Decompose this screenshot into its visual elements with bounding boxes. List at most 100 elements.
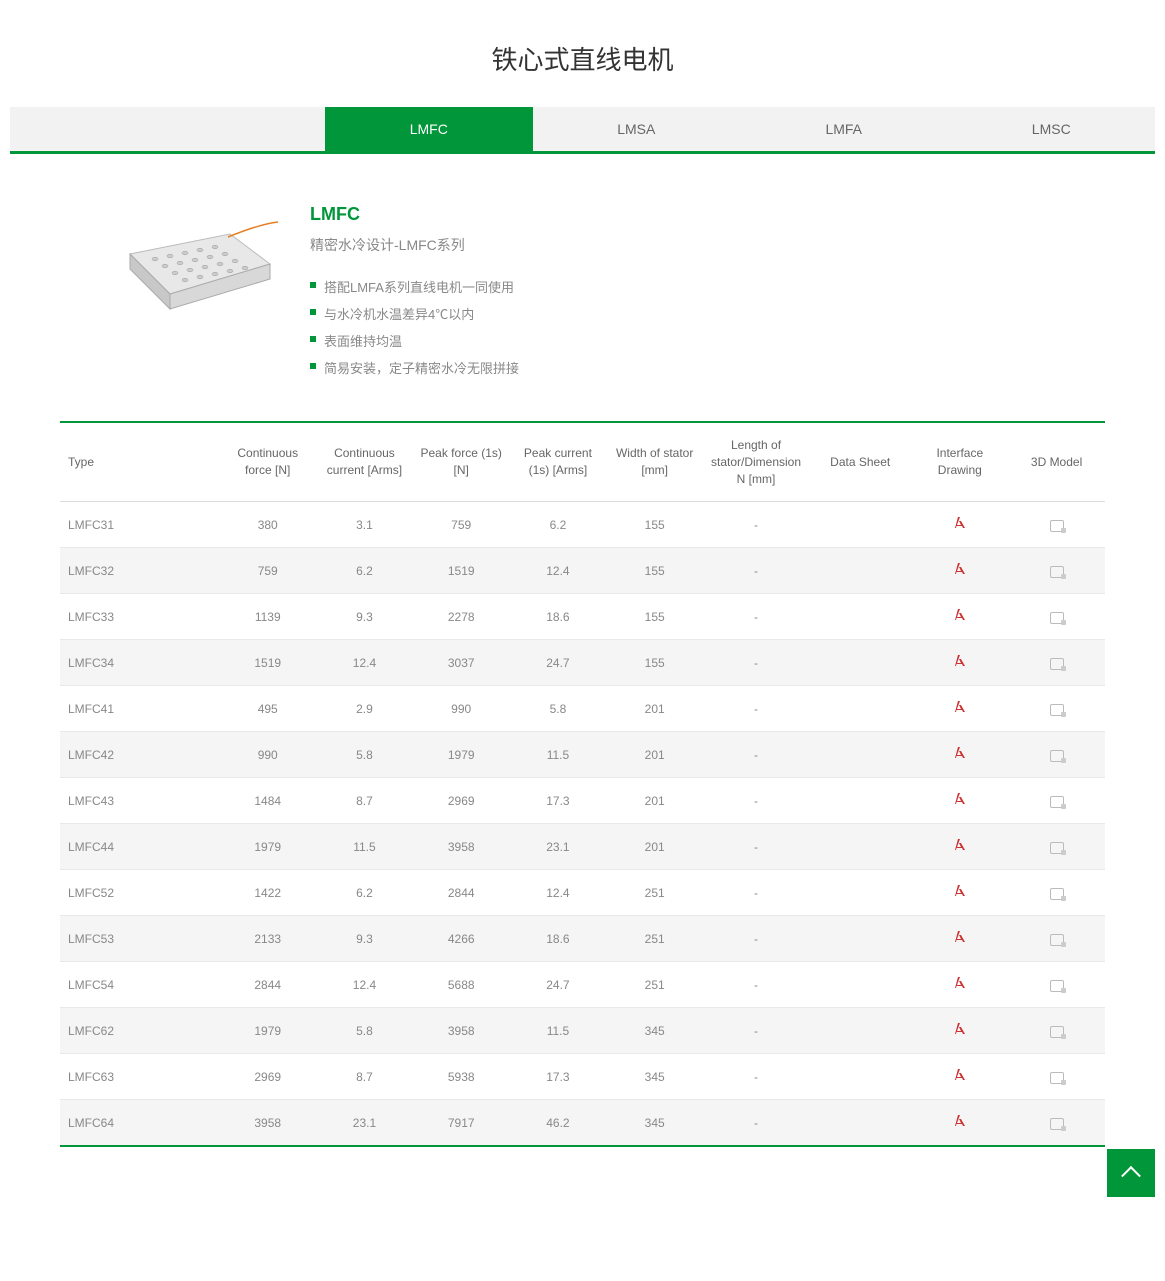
pdf-icon[interactable]: [953, 883, 967, 902]
table-cell: -: [703, 1100, 809, 1147]
model-3d-icon[interactable]: [1050, 612, 1064, 624]
table-header: Continuous force [N]: [219, 422, 316, 502]
table-row: LMFC3311399.3227818.6155-: [60, 594, 1105, 640]
tab-lmfc[interactable]: LMFC: [325, 107, 533, 151]
pdf-icon[interactable]: [953, 561, 967, 580]
pdf-icon[interactable]: [953, 653, 967, 672]
table-cell: 3.1: [316, 502, 413, 548]
pdf-icon[interactable]: [953, 837, 967, 856]
model-3d-icon[interactable]: [1050, 980, 1064, 992]
model-3d-icon[interactable]: [1050, 796, 1064, 808]
table-cell: 155: [606, 594, 703, 640]
pdf-icon[interactable]: [953, 745, 967, 764]
table-header: Interface Drawing: [911, 422, 1008, 502]
table-cell: [911, 640, 1008, 686]
series-name: LMFC: [310, 204, 1105, 225]
model-3d-icon[interactable]: [1050, 1118, 1064, 1130]
pdf-icon[interactable]: [953, 607, 967, 626]
table-cell: [911, 1054, 1008, 1100]
tab-lmfa[interactable]: LMFA: [740, 107, 948, 151]
table-cell: [809, 1008, 911, 1054]
table-cell: LMFC41: [60, 686, 219, 732]
table-cell: LMFC54: [60, 962, 219, 1008]
table-row: LMFC5214226.2284412.4251-: [60, 870, 1105, 916]
table-cell: 4266: [413, 916, 510, 962]
table-cell: [1008, 686, 1105, 732]
table-cell: LMFC34: [60, 640, 219, 686]
pdf-icon[interactable]: [953, 975, 967, 994]
table-cell: 5.8: [510, 686, 607, 732]
table-row: LMFC327596.2151912.4155-: [60, 548, 1105, 594]
table-cell: [911, 870, 1008, 916]
model-3d-icon[interactable]: [1050, 704, 1064, 716]
table-cell: 12.4: [316, 640, 413, 686]
table-cell: 155: [606, 640, 703, 686]
table-cell: [1008, 594, 1105, 640]
table-cell: 1519: [219, 640, 316, 686]
table-cell: LMFC64: [60, 1100, 219, 1147]
pdf-icon[interactable]: [953, 515, 967, 534]
table-header: Type: [60, 422, 219, 502]
table-cell: 24.7: [510, 640, 607, 686]
table-row: LMFC6219795.8395811.5345-: [60, 1008, 1105, 1054]
table-cell: -: [703, 1054, 809, 1100]
feature-item: 简易安装，定子精密水冷无限拼接: [310, 354, 1105, 381]
model-3d-icon[interactable]: [1050, 520, 1064, 532]
pdf-icon[interactable]: [953, 791, 967, 810]
tab-lmsa[interactable]: LMSA: [533, 107, 741, 151]
scroll-top-button[interactable]: [1107, 1149, 1155, 1197]
feature-item: 表面维持均温: [310, 327, 1105, 354]
table-cell: LMFC32: [60, 548, 219, 594]
product-image: [60, 204, 280, 344]
table-cell: LMFC42: [60, 732, 219, 778]
table-cell: 17.3: [510, 778, 607, 824]
table-cell: [911, 594, 1008, 640]
pdf-icon[interactable]: [953, 699, 967, 718]
table-cell: 3958: [413, 1008, 510, 1054]
table-cell: 2844: [413, 870, 510, 916]
table-row: LMFC429905.8197911.5201-: [60, 732, 1105, 778]
table-cell: LMFC63: [60, 1054, 219, 1100]
model-3d-icon[interactable]: [1050, 750, 1064, 762]
pdf-icon[interactable]: [953, 1021, 967, 1040]
table-cell: LMFC31: [60, 502, 219, 548]
table-cell: [1008, 962, 1105, 1008]
table-cell: 201: [606, 732, 703, 778]
table-cell: 18.6: [510, 916, 607, 962]
pdf-icon[interactable]: [953, 1067, 967, 1086]
table-cell: 2.9: [316, 686, 413, 732]
pdf-icon[interactable]: [953, 1113, 967, 1132]
model-3d-icon[interactable]: [1050, 934, 1064, 946]
pdf-icon[interactable]: [953, 929, 967, 948]
table-cell: [809, 732, 911, 778]
table-cell: 1519: [413, 548, 510, 594]
table-header: Data Sheet: [809, 422, 911, 502]
model-3d-icon[interactable]: [1050, 658, 1064, 670]
table-header: Peak force (1s) [N]: [413, 422, 510, 502]
table-cell: 17.3: [510, 1054, 607, 1100]
table-row: LMFC313803.17596.2155-: [60, 502, 1105, 548]
table-cell: 251: [606, 916, 703, 962]
model-3d-icon[interactable]: [1050, 566, 1064, 578]
table-cell: [809, 962, 911, 1008]
table-cell: [1008, 1008, 1105, 1054]
table-cell: 155: [606, 502, 703, 548]
table-cell: [809, 502, 911, 548]
tab-lmsc[interactable]: LMSC: [948, 107, 1156, 151]
model-3d-icon[interactable]: [1050, 888, 1064, 900]
table-cell: 6.2: [510, 502, 607, 548]
model-3d-icon[interactable]: [1050, 1026, 1064, 1038]
table-cell: 1979: [219, 824, 316, 870]
table-cell: LMFC52: [60, 870, 219, 916]
model-3d-icon[interactable]: [1050, 1072, 1064, 1084]
chevron-up-icon: [1121, 1166, 1141, 1186]
table-cell: LMFC44: [60, 824, 219, 870]
table-cell: 759: [219, 548, 316, 594]
table-header: 3D Model: [1008, 422, 1105, 502]
table-cell: -: [703, 502, 809, 548]
table-cell: 11.5: [316, 824, 413, 870]
table-cell: [1008, 916, 1105, 962]
table-cell: -: [703, 732, 809, 778]
table-row: LMFC6329698.7593817.3345-: [60, 1054, 1105, 1100]
model-3d-icon[interactable]: [1050, 842, 1064, 854]
